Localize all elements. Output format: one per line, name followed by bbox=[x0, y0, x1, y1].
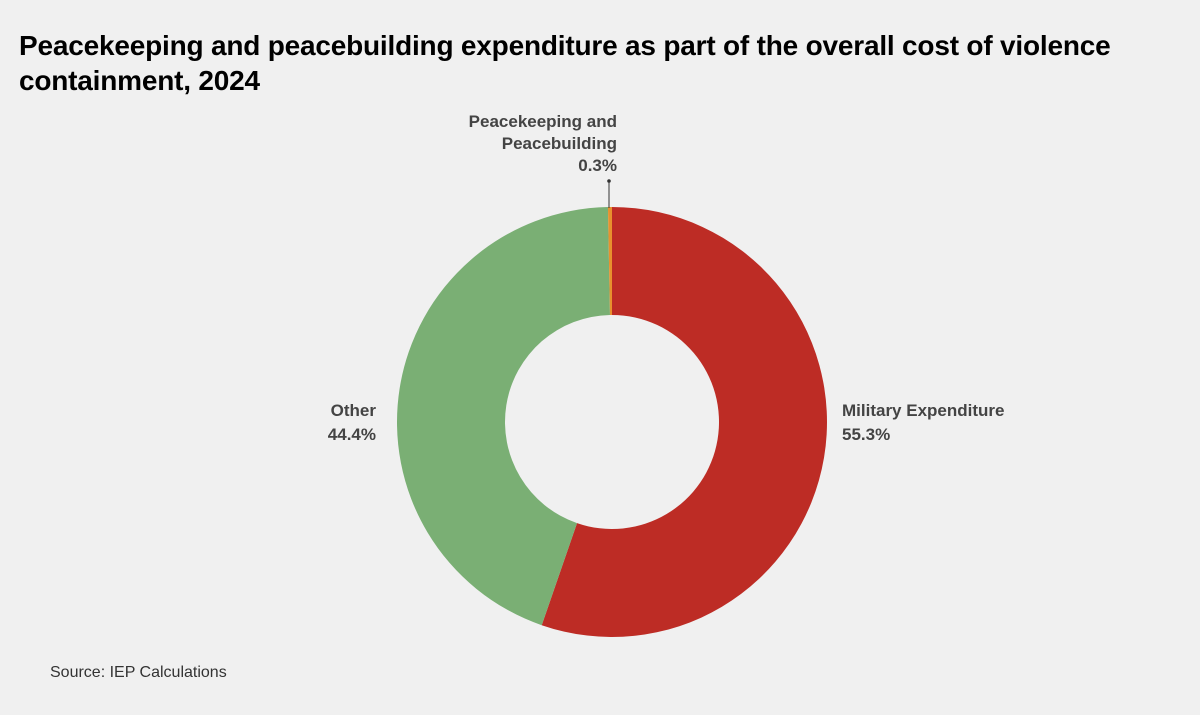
label-other: Other 44.4% bbox=[328, 401, 377, 444]
label-peacekeeping-line1: Peacekeeping and bbox=[469, 112, 617, 131]
slice-other bbox=[397, 207, 610, 626]
label-peacekeeping: Peacekeeping and Peacebuilding 0.3% bbox=[469, 112, 617, 175]
label-other-value: 44.4% bbox=[328, 425, 376, 444]
label-military-expenditure-name: Military Expenditure bbox=[842, 401, 1004, 420]
label-peacekeeping-value: 0.3% bbox=[578, 156, 617, 175]
label-military-expenditure: Military Expenditure 55.3% bbox=[842, 401, 1004, 444]
source-note: Source: IEP Calculations bbox=[50, 664, 227, 681]
label-military-expenditure-value: 55.3% bbox=[842, 425, 890, 444]
label-other-name: Other bbox=[331, 401, 377, 420]
chart-title: Peacekeeping and peacebuilding expenditu… bbox=[19, 30, 1111, 96]
slice-peacekeeping-and-peacebuilding bbox=[607, 207, 612, 316]
label-peacekeeping-line2: Peacebuilding bbox=[502, 134, 617, 153]
slice-military-expenditure bbox=[541, 207, 828, 638]
peacekeeping-leader-dot bbox=[607, 179, 611, 183]
donut-slices bbox=[397, 207, 828, 638]
